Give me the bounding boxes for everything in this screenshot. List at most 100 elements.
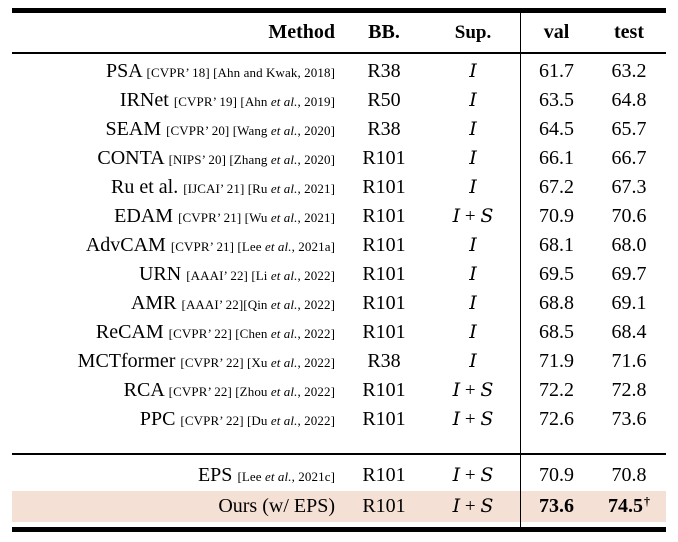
backbone-cell: R101 (362, 408, 406, 430)
table-row: PSA [CVPR’ 18] [Ahn and Kwak, 2018] R38 I 6… (12, 57, 666, 86)
method-cell: Ru et al. [IJCAI’ 21] [Ru et al., 2021] (12, 176, 343, 199)
table-row: IRNet [CVPR’ 19] [Ahn et al., 2019] R50 I 6… (12, 86, 666, 115)
header-method: Method (268, 21, 335, 43)
mathcal-s: S (480, 495, 494, 517)
method-name: PPC (139, 408, 176, 430)
header-separator-rule (12, 52, 666, 54)
mathcal-s: S (480, 379, 494, 401)
mathcal-s: S (480, 205, 494, 227)
test-score-cell: 72.8 (611, 379, 647, 401)
val-score-cell: 61.7 (539, 60, 574, 82)
backbone-cell: R38 (367, 118, 401, 140)
val-score-cell: 68.8 (539, 292, 574, 314)
table-row: Ours (w/ EPS) R101 I + S 73.6 74.5† (12, 491, 666, 522)
test-score-cell: 65.7 (611, 118, 647, 140)
backbone-cell: R101 (362, 176, 406, 198)
table-row: RCA [CVPR’ 22] [Zhou et al., 2022] R101 I … (12, 376, 666, 405)
backbone-cell: R101 (362, 464, 406, 486)
test-score-cell: 69.7 (611, 263, 647, 285)
method-citation: [IJCAI’ 21] [Ru et al., 2021] (183, 181, 335, 196)
supervision-cell: I (425, 350, 521, 373)
val-score-cell: 69.5 (539, 263, 574, 285)
test-score-cell: 63.2 (611, 60, 647, 82)
method-name: SEAM (105, 118, 162, 140)
table-body-baseline: EPS [Lee et al., 2021c] R101 I + S 70.9 70.8… (12, 460, 666, 522)
method-citation: [CVPR’ 19] [Ahn et al., 2019] (173, 94, 335, 109)
test-score-cell: 68.0 (611, 234, 647, 256)
supervision-cell: I + S (452, 464, 494, 486)
method-name: AdvCAM (85, 234, 166, 256)
header-val: val (543, 21, 570, 43)
method-name: AMR (130, 292, 177, 314)
val-score-cell: 73.6 (539, 495, 574, 517)
test-score-cell: 70.8 (611, 464, 647, 486)
val-score-cell: 68.5 (539, 321, 574, 343)
backbone-cell: R38 (367, 60, 401, 82)
table-row: EDAM [CVPR’ 21] [Wu et al., 2021] R101 I +… (12, 202, 666, 231)
supervision-cell: I (425, 176, 521, 199)
mathcal-s: S (480, 464, 494, 486)
test-score-cell: 67.3 (611, 176, 647, 198)
method-name: IRNet (119, 89, 169, 111)
mathcal-i: I (452, 408, 461, 430)
table-row: EPS [Lee et al., 2021c] R101 I + S 70.9 70.8 (12, 460, 666, 491)
mathcal-i: I (469, 292, 477, 314)
method-name: Ours (w/ EPS) (218, 495, 335, 517)
val-score-cell: 72.2 (539, 379, 574, 401)
backbone-cell: R101 (362, 147, 406, 169)
method-name: URN (138, 263, 182, 285)
method-name: CONTA (97, 147, 164, 169)
mathcal-i: I (469, 118, 477, 140)
method-cell: SEAM [CVPR’ 20] [Wang et al., 2020] (12, 118, 343, 141)
mathcal-i: I (469, 60, 477, 82)
method-citation: [AAAI’ 22][Qin et al., 2022] (181, 297, 335, 312)
mathcal-i: I (469, 321, 477, 343)
column-divider-line (519, 13, 521, 527)
table-row: AMR [AAAI’ 22][Qin et al., 2022] R101 I 68.… (12, 289, 666, 318)
table-body-main: PSA [CVPR’ 18] [Ahn and Kwak, 2018] R38 I 6… (12, 57, 666, 434)
test-score-cell: 69.1 (611, 292, 647, 314)
val-score-cell: 71.9 (539, 350, 574, 372)
val-score-cell: 70.9 (539, 205, 574, 227)
method-citation: [CVPR’ 20] [Wang et al., 2020] (166, 123, 335, 138)
table-row: PPC [CVPR’ 22] [Du et al., 2022] R101 I + … (12, 405, 666, 434)
method-citation: [CVPR’ 22] [Chen et al., 2022] (168, 326, 335, 341)
backbone-cell: R50 (367, 89, 401, 111)
supervision-cell: I (425, 292, 521, 315)
header-supervision: Sup. (454, 21, 492, 43)
mathcal-i: I (469, 176, 477, 198)
method-cell: IRNet [CVPR’ 19] [Ahn et al., 2019] (12, 89, 343, 112)
top-rule (12, 8, 666, 13)
method-name: PSA (105, 60, 142, 82)
val-score-cell: 63.5 (539, 89, 574, 111)
table-row: Ru et al. [IJCAI’ 21] [Ru et al., 2021] R… (12, 173, 666, 202)
dagger-footnote-mark: † (644, 494, 650, 508)
method-citation: [CVPR’ 22] [Xu et al., 2022] (180, 355, 335, 370)
method-citation: [CVPR’ 22] [Zhou et al., 2022] (168, 384, 335, 399)
method-cell: URN [AAAI’ 22] [Li et al., 2022] (12, 263, 343, 286)
test-score-cell: 71.6 (611, 350, 647, 372)
backbone-cell: R38 (367, 350, 401, 372)
val-score-cell: 66.1 (539, 147, 574, 169)
supervision-cell: I + S (452, 495, 494, 517)
backbone-cell: R101 (362, 379, 406, 401)
mathcal-i: I (469, 234, 477, 256)
method-cell: EDAM [CVPR’ 21] [Wu et al., 2021] (12, 205, 343, 228)
test-score-cell: 70.6 (611, 205, 647, 227)
method-cell: PSA [CVPR’ 18] [Ahn and Kwak, 2018] (12, 60, 343, 83)
test-score-cell: 74.5† (608, 494, 650, 517)
method-citation: [Lee et al., 2021c] (237, 469, 335, 484)
method-citation: [CVPR’ 21] [Lee et al., 2021a] (170, 239, 335, 254)
supervision-cell: I (425, 263, 521, 286)
method-cell: AdvCAM [CVPR’ 21] [Lee et al., 2021a] (12, 234, 343, 257)
method-citation: [CVPR’ 18] [Ahn and Kwak, 2018] (146, 65, 335, 80)
table-header-row: Method BB. Sup. val test (12, 13, 666, 52)
table-row: SEAM [CVPR’ 20] [Wang et al., 2020] R38 I 6… (12, 115, 666, 144)
mathcal-i: I (469, 263, 477, 285)
method-citation: [AAAI’ 22] [Li et al., 2022] (186, 268, 335, 283)
mathcal-i: I (452, 464, 461, 486)
test-score-cell: 66.7 (611, 147, 647, 169)
table-row: MCTformer [CVPR’ 22] [Xu et al., 2022] R3… (12, 347, 666, 376)
mathcal-i: I (469, 89, 477, 111)
method-name: Ru et al. (111, 176, 179, 198)
